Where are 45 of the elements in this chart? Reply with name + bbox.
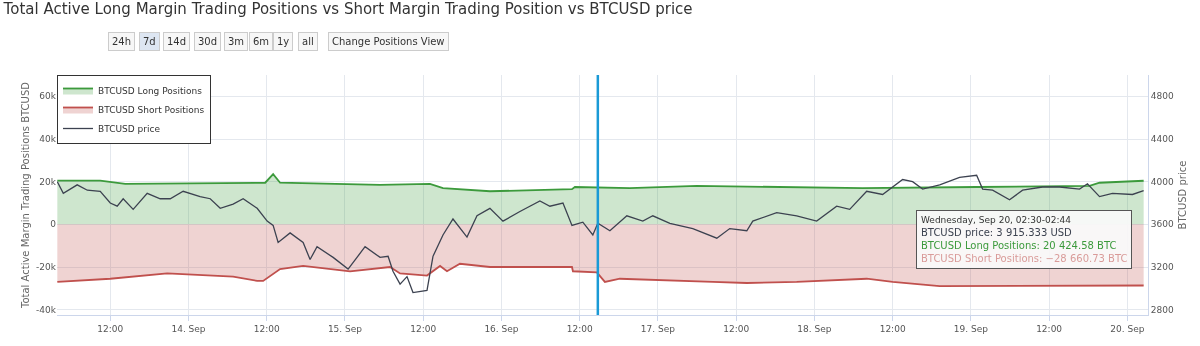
annotation: BTCUSD Short Positions: −28 660.73 BTC [921,253,1128,264]
text: 1y [277,36,290,47]
chart-title: Total Active Long Margin Trading Positions vs Short Margin Trading Position vs BTCUSD price [2,0,693,18]
x-tick-label: 15. Sep [327,323,363,334]
text: Change Positions View [332,36,445,47]
y2-axis-title: BTCUSD price [1177,160,1189,230]
text: 24h [112,36,132,47]
y2-tick-label: 4000 [1150,176,1174,187]
text: all [302,36,314,47]
legend-label: BTCUSD Long Positions [98,86,203,97]
y-tick-label: 60k [39,91,57,102]
annotation: Wednesday, Sep 20, 02:30-02:44 [921,215,1072,225]
annotation: BTCUSD Long Positions: 20 424.58 BTC [921,240,1117,251]
y2-tick-label: 3600 [1150,219,1174,230]
y2-tick-label: 3200 [1150,262,1174,273]
x-tick-label: 19. Sep [953,323,989,334]
x-tick-label: 16. Sep [484,323,519,334]
legend-label: BTCUSD price [98,124,161,135]
annotation: BTCUSD price: 3 915.333 USD [921,227,1073,238]
text: 7d [143,36,156,47]
x-tick-label: 17. Sep [640,323,676,334]
text: 30d [198,36,218,47]
x-tick-label: 12:00 [879,323,906,334]
y2-tick-label: 4400 [1150,134,1174,145]
x-tick-label: 18. Sep [797,323,832,334]
x-tick-label: 12:00 [410,323,437,334]
x-tick-label: 20. Sep [1110,323,1145,334]
x-tick-label: 14. Sep [171,323,206,334]
x-tick-label: 12:00 [97,323,124,334]
y2-tick-label: 4800 [1150,91,1174,102]
y-tick-label: 20k [39,176,57,187]
x-tick-label: 12:00 [1036,323,1063,334]
legend-label: BTCUSD Short Positions [98,105,205,116]
y-tick-label: 0 [50,219,57,230]
text: 14d [167,36,187,47]
x-tick-label: 12:00 [566,323,593,334]
y-axis-title: Total Active Margin Trading Positions BTCUSD [20,81,32,309]
y2-tick-label: 2800 [1150,304,1174,315]
y-tick-label: 40k [39,134,57,145]
text: 3m [228,36,245,47]
y-tick-label: -20k [36,262,57,273]
y-tick-label: -40k [36,304,57,315]
text: 6m [253,36,270,47]
x-tick-label: 12:00 [253,323,280,334]
x-tick-label: 12:00 [723,323,750,334]
